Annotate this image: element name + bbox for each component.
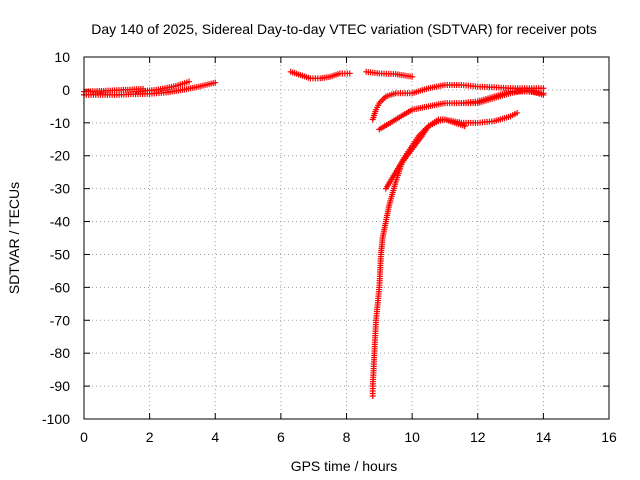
x-axis-label: GPS time / hours: [291, 458, 398, 474]
y-tick-label: -30: [50, 181, 70, 197]
axis-ticks: 0 2 4 6 8 10 12 14 16 10 0 -10 -20 -30 -40 -50 -60 -70 -80…: [42, 49, 617, 445]
data-point: [346, 70, 353, 77]
x-tick-label: 14: [536, 429, 552, 445]
data-point: [186, 78, 192, 85]
chart-title: Day 140 of 2025, Sidereal Day-to-day VTE…: [91, 21, 597, 37]
y-tick-label: -50: [50, 246, 70, 262]
y-tick-label: -10: [50, 115, 70, 131]
x-tick-label: 6: [277, 429, 285, 445]
y-tick-label: -20: [50, 148, 70, 164]
x-tick-label: 16: [601, 429, 617, 445]
y-tick-label: -70: [50, 312, 70, 328]
y-tick-label: 0: [62, 82, 70, 98]
series-arc-8: [382, 116, 468, 192]
x-tick-label: 2: [146, 429, 154, 445]
x-tick-label: 8: [343, 429, 351, 445]
data-point: [212, 79, 219, 86]
y-tick-label: -80: [50, 345, 70, 361]
y-tick-label: -40: [50, 214, 70, 230]
y-tick-label: 10: [54, 49, 70, 65]
data-points: [81, 68, 547, 399]
y-axis-label: SDTVAR / TECUs: [6, 182, 22, 294]
grid-lines: [84, 57, 609, 419]
x-tick-label: 12: [470, 429, 486, 445]
data-point: [540, 91, 547, 98]
series-arc-4: [369, 81, 547, 123]
x-tick-label: 10: [404, 429, 420, 445]
series-arc-1c: [133, 78, 192, 95]
y-tick-label: -90: [50, 378, 70, 394]
x-tick-label: 4: [211, 429, 219, 445]
data-point: [514, 109, 521, 116]
series-arc-2: [287, 68, 353, 82]
series-arc-3: [363, 68, 416, 80]
plot-frame: [83, 56, 610, 420]
series-arc-1: [81, 79, 219, 98]
data-point: [461, 123, 468, 130]
data-point: [409, 73, 416, 80]
y-tick-label: -60: [50, 279, 70, 295]
x-tick-label: 0: [80, 429, 88, 445]
series-arc-6: [458, 86, 547, 107]
y-tick-label: -100: [42, 411, 70, 427]
